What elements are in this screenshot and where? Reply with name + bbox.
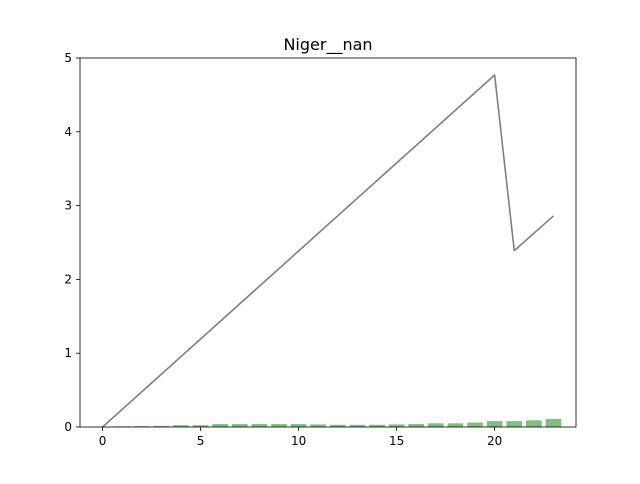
x-axis-ticks: 0 5 10 15 20 (99, 427, 502, 448)
x-tick-label: 15 (389, 434, 404, 448)
bar (427, 423, 444, 427)
y-axis-ticks: 0 1 2 3 4 5 (64, 51, 80, 434)
bar (545, 418, 562, 427)
bar (251, 424, 268, 427)
x-tick-label: 20 (487, 434, 502, 448)
bar (153, 425, 170, 427)
x-tick-label: 0 (99, 434, 107, 448)
y-tick-label: 3 (64, 199, 72, 213)
line-layer (102, 74, 554, 428)
bar (369, 424, 385, 427)
y-tick-label: 4 (64, 125, 72, 139)
bar (349, 424, 366, 427)
plot-frame (79, 57, 577, 428)
y-tick-label: 5 (64, 51, 72, 65)
bar (192, 425, 209, 427)
series-line (102, 74, 554, 428)
y-tick-label: 1 (64, 346, 72, 360)
bar (388, 424, 405, 427)
bar (173, 425, 189, 427)
x-tick-label: 5 (197, 434, 205, 448)
bar (133, 426, 150, 427)
bar (329, 424, 346, 427)
bar (408, 424, 425, 427)
y-tick-label: 2 (64, 272, 72, 286)
bars-layer (94, 418, 562, 428)
bar (271, 424, 287, 427)
bar (526, 420, 542, 427)
y-tick-label: 0 (64, 420, 72, 434)
bar (486, 421, 503, 427)
bar (467, 422, 483, 427)
bar (231, 424, 248, 427)
bar (290, 424, 307, 427)
chart-title: Niger__nan (283, 35, 372, 55)
bar (506, 421, 523, 427)
bar (447, 423, 464, 427)
bar (310, 424, 327, 427)
x-tick-label: 10 (291, 434, 306, 448)
bar (212, 424, 229, 427)
